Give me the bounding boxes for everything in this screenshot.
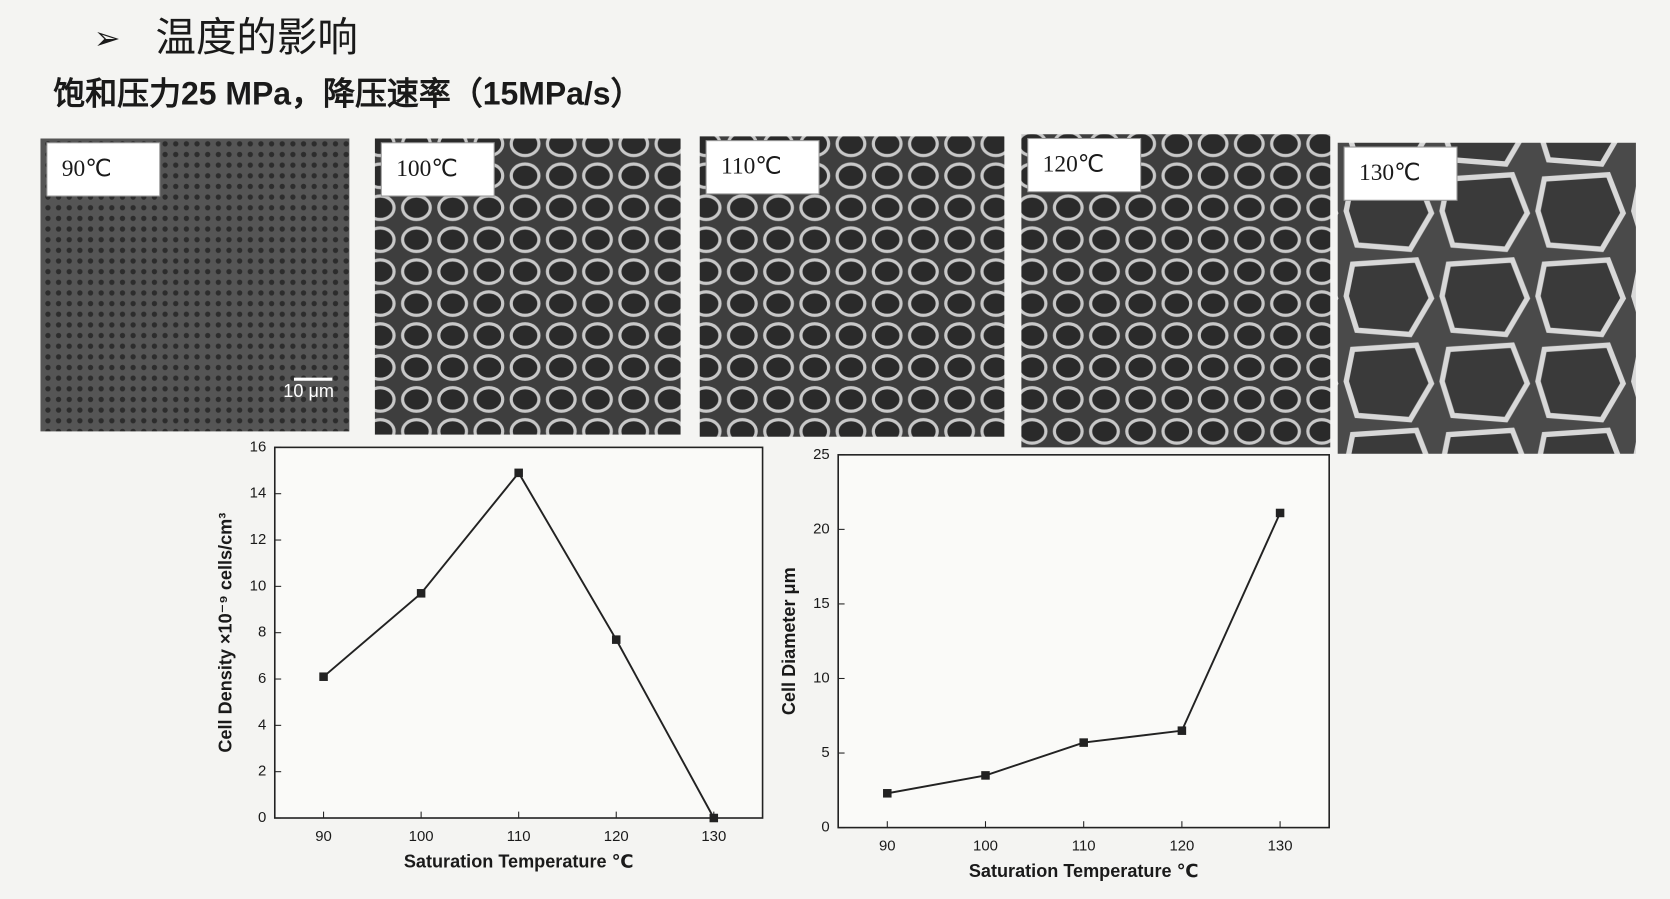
image-label-box [1343, 146, 1458, 201]
image-label-box [380, 142, 495, 197]
x-tick-label: 110 [507, 829, 531, 845]
x-tick-label: 120 [1169, 839, 1194, 855]
image-label-box [46, 142, 161, 197]
x-tick-label: 100 [409, 829, 434, 845]
x-axis-title: Saturation Temperature ℃ [969, 861, 1199, 881]
y-tick-label: 8 [258, 625, 266, 641]
y-tick-label: 10 [813, 670, 830, 686]
point-marker [1079, 738, 1088, 747]
slide-subtitle: 饱和压力25 MPa，降压速率（15MPa/s） [53, 75, 642, 111]
y-tick-label: 10 [250, 578, 267, 594]
image-label-box [705, 140, 820, 195]
y-axis-title: Cell Density ×10⁻⁹ cells/cm³ [216, 513, 236, 753]
x-tick-label: 110 [1072, 839, 1096, 855]
point-marker [709, 813, 719, 823]
point-marker [1177, 726, 1187, 735]
point-marker [319, 672, 328, 681]
x-tick-label: 130 [1268, 839, 1293, 855]
point-marker [416, 589, 426, 598]
y-tick-label: 2 [258, 764, 266, 780]
image-label: 90℃ [62, 156, 112, 182]
bullet-icon: ➢ [94, 20, 121, 56]
y-tick-label: 16 [250, 439, 267, 455]
scale-bar-label: 10 μm [283, 381, 334, 401]
x-axis-title: Saturation Temperature ℃ [404, 852, 634, 872]
point-marker [883, 789, 892, 798]
y-tick-label: 14 [250, 486, 267, 502]
y-tick-label: 15 [813, 596, 830, 612]
y-tick-label: 20 [813, 521, 830, 537]
image-label: 120℃ [1043, 152, 1104, 178]
image-label: 110℃ [721, 154, 782, 180]
image-label: 100℃ [396, 156, 457, 182]
image-label: 130℃ [1359, 160, 1420, 186]
plot-frame [837, 454, 1330, 829]
x-tick-label: 120 [604, 829, 629, 845]
x-tick-label: 130 [701, 829, 726, 845]
plot-frame [273, 446, 764, 819]
point-marker [1275, 508, 1285, 518]
y-tick-label: 0 [821, 820, 829, 836]
y-tick-label: 25 [813, 447, 830, 463]
x-tick-label: 100 [973, 839, 998, 855]
x-tick-label: 90 [315, 829, 332, 845]
x-tick-label: 90 [879, 839, 896, 855]
point-marker [514, 468, 523, 478]
y-tick-label: 5 [821, 745, 829, 761]
y-tick-label: 12 [250, 532, 267, 548]
y-tick-label: 0 [258, 810, 266, 826]
y-tick-label: 6 [258, 671, 266, 687]
point-marker [981, 771, 990, 780]
y-axis-title: Cell Diameter μm [779, 567, 799, 715]
slide-title: 温度的影响 [155, 14, 357, 60]
image-label-box [1027, 137, 1142, 193]
y-tick-label: 4 [258, 717, 266, 733]
point-marker [611, 635, 621, 644]
